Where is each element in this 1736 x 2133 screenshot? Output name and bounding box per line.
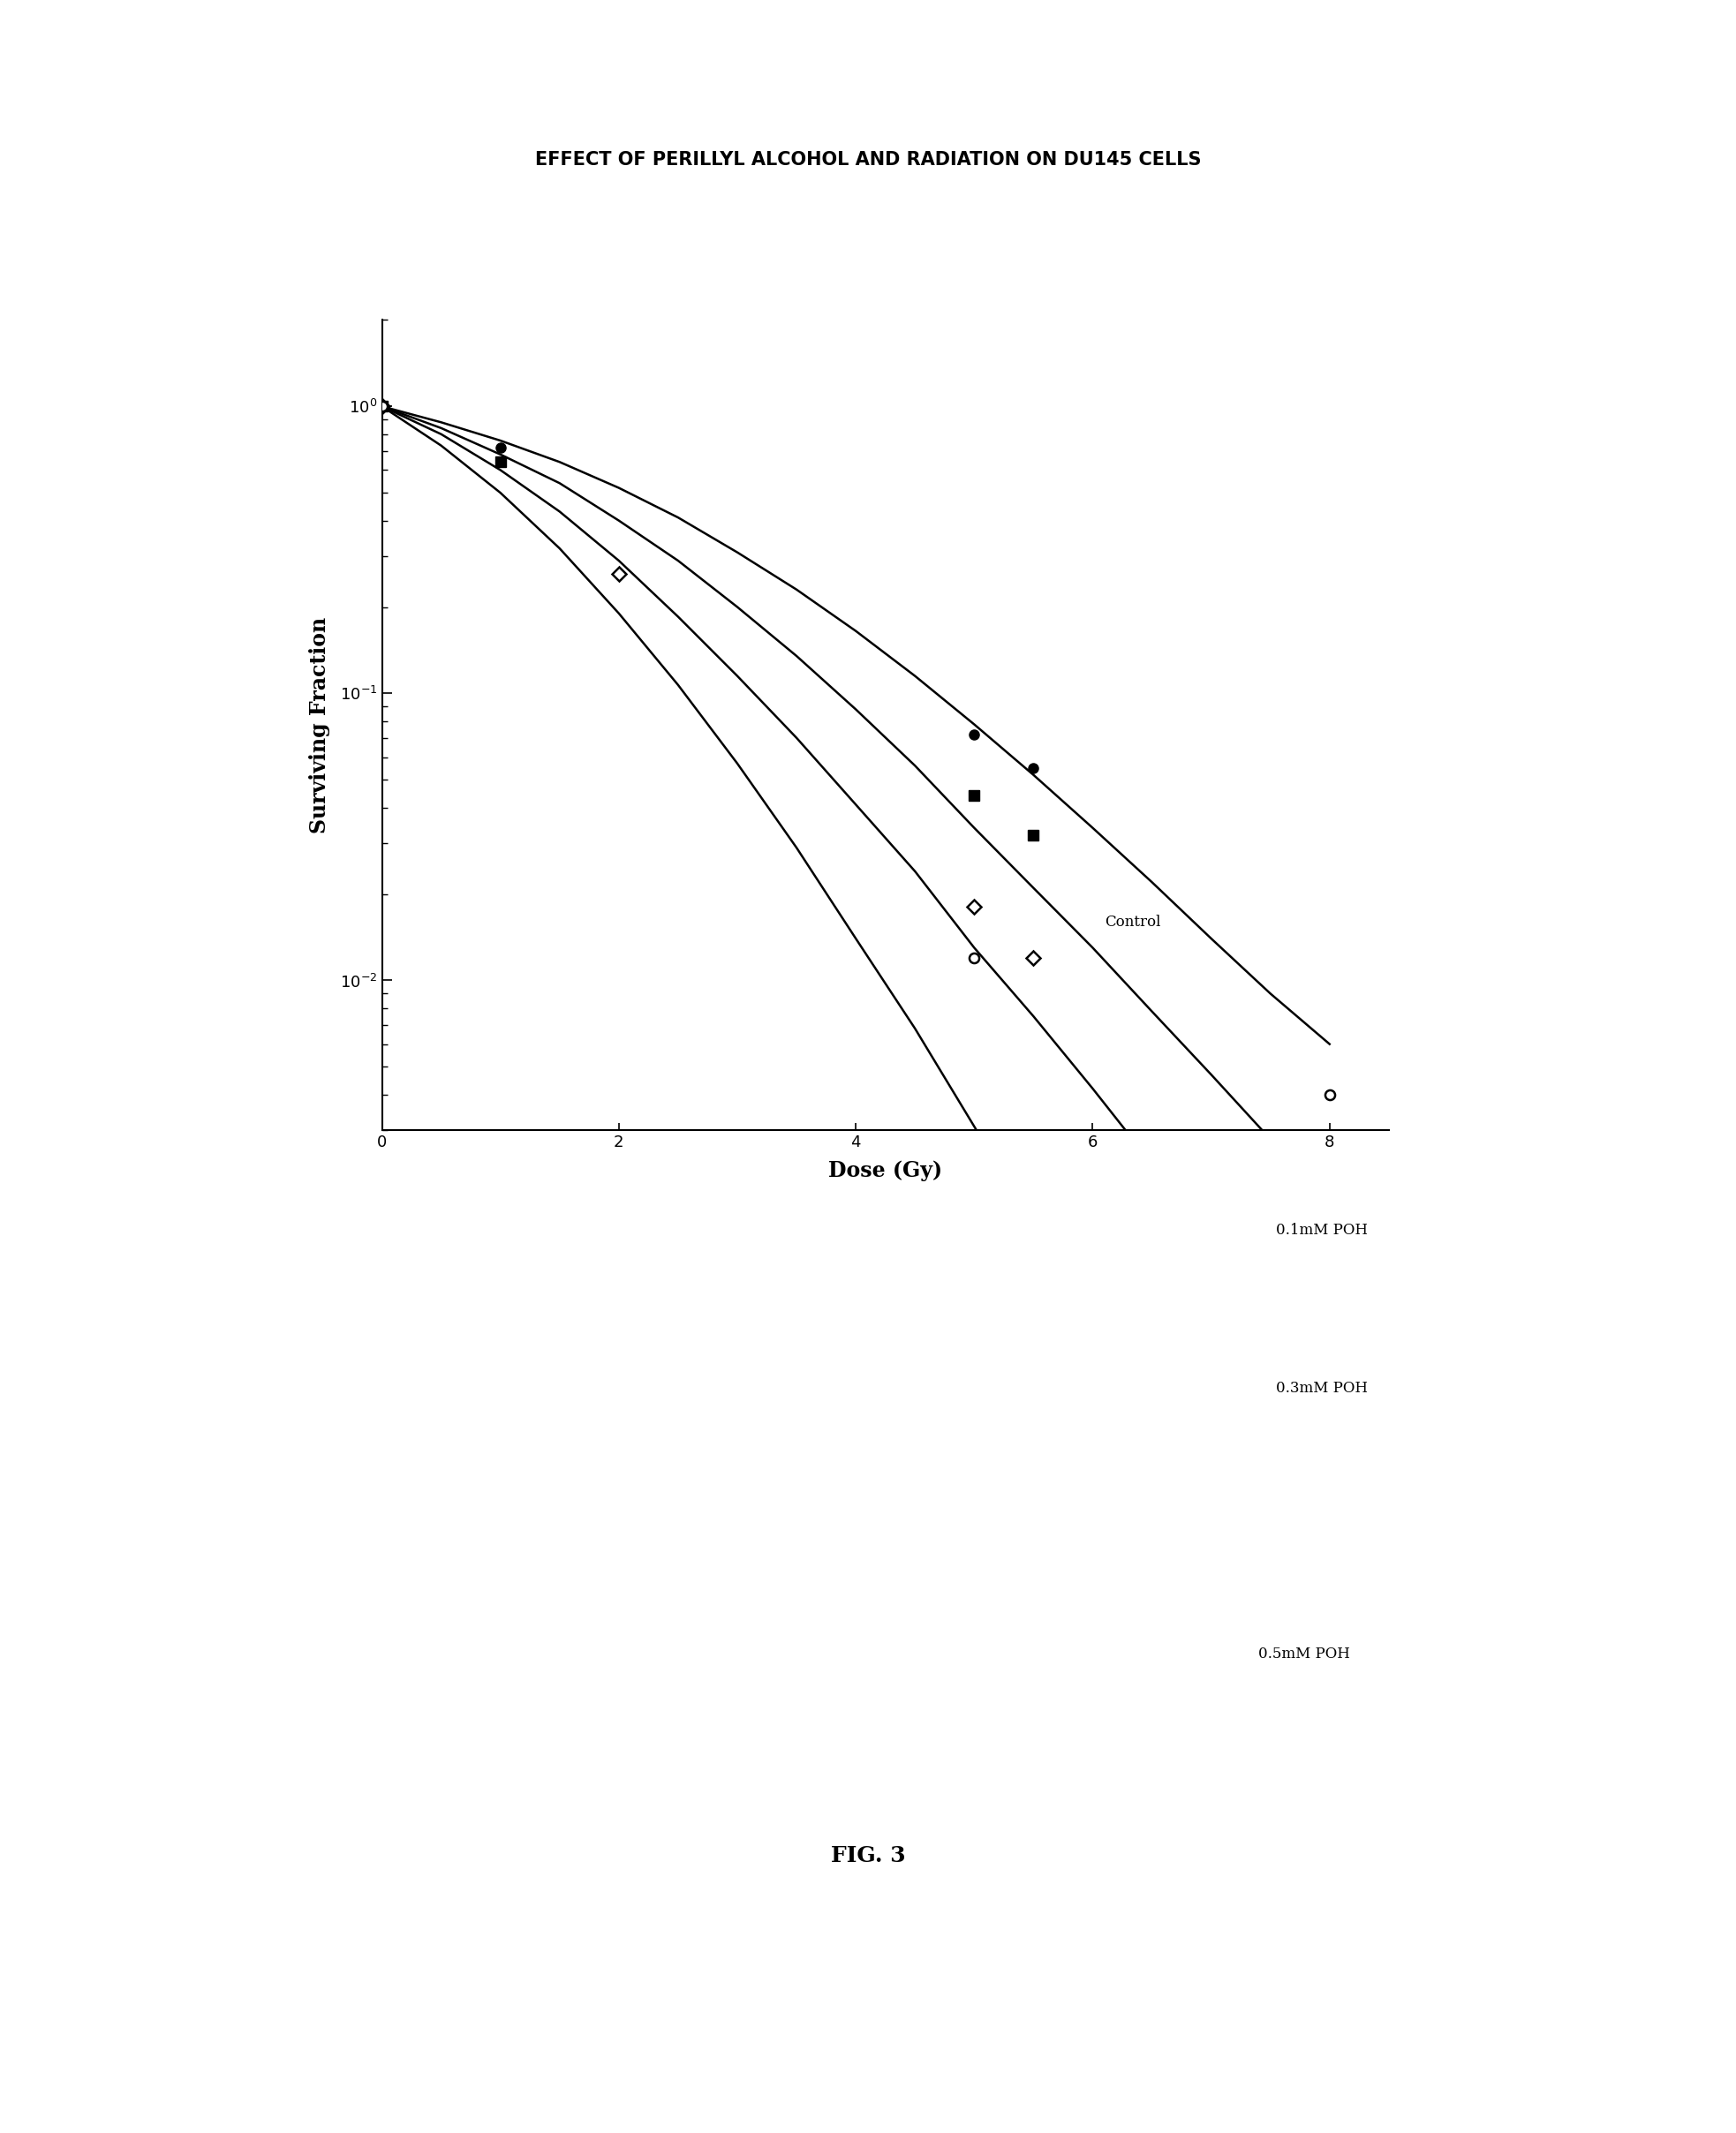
Text: EFFECT OF PERILLYL ALCOHOL AND RADIATION ON DU145 CELLS: EFFECT OF PERILLYL ALCOHOL AND RADIATION… [535,151,1201,169]
X-axis label: Dose (Gy): Dose (Gy) [828,1160,943,1182]
Text: 0.5mM POH: 0.5mM POH [1259,1647,1351,1662]
Text: FIG. 3: FIG. 3 [830,1845,906,1866]
Y-axis label: Surviving Fraction: Surviving Fraction [309,616,330,834]
Text: 0.3mM POH: 0.3mM POH [1276,1380,1368,1395]
Text: Control: Control [1104,915,1160,930]
Text: 0.1mM POH: 0.1mM POH [1276,1222,1368,1237]
